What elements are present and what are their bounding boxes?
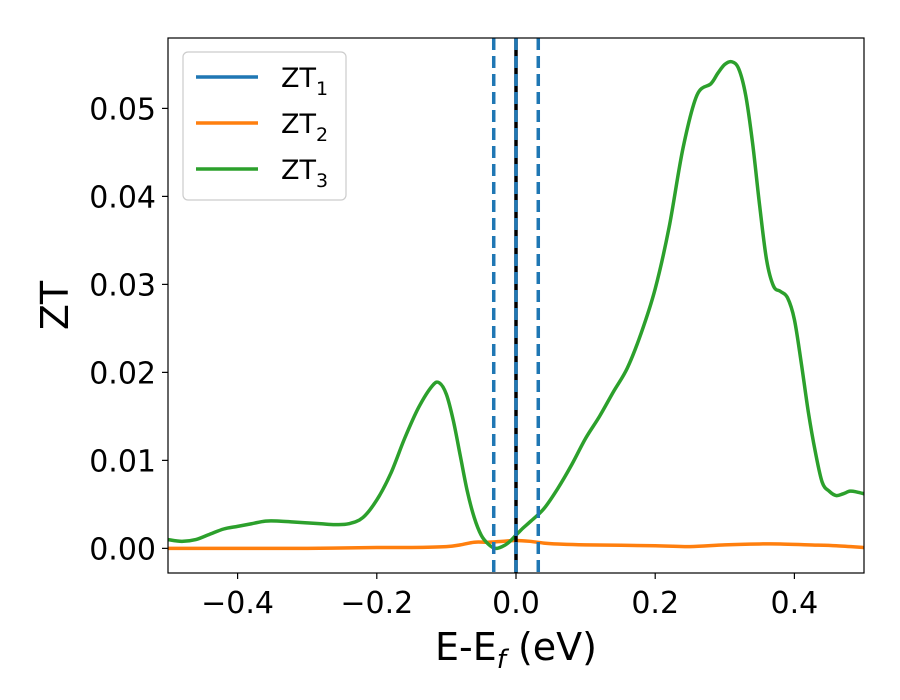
x-tick-label: −0.4 (201, 586, 274, 621)
y-tick-label: 0.01 (89, 444, 156, 479)
series-line-2 (168, 538, 864, 551)
x-tick-label: 0.0 (492, 586, 540, 621)
y-axis-ticks: 0.00 0.01 0.02 0.03 0.04 0.05 (89, 92, 168, 567)
legend-label-3: ZT3 (281, 155, 328, 192)
y-tick-label: 0.00 (89, 532, 156, 567)
reference-lines (491, 38, 541, 573)
x-axis-ticks: −0.4 −0.2 0.0 0.2 0.4 (201, 573, 818, 621)
y-tick-label: 0.02 (89, 356, 156, 391)
x-axis-label-unit: (eV) (506, 625, 597, 669)
legend-box (182, 51, 347, 201)
x-tick-label: 0.4 (771, 586, 819, 621)
x-tick-label: −0.2 (340, 586, 413, 621)
x-axis-label-main: E-E (435, 625, 497, 669)
legend-label-1: ZT1 (281, 63, 328, 100)
y-tick-label: 0.04 (89, 180, 156, 215)
y-tick-label: 0.05 (89, 92, 156, 127)
legend: ZT1 ZT2 ZT3 (182, 51, 347, 201)
series-line-3 (168, 59, 864, 551)
series-layer (168, 59, 864, 551)
y-axis-label: ZT (33, 280, 77, 330)
y-tick-label: 0.03 (89, 268, 156, 303)
x-tick-label: 0.2 (631, 586, 679, 621)
legend-label-2: ZT2 (281, 109, 328, 146)
x-axis-label: E-Ef (eV) (435, 625, 597, 675)
